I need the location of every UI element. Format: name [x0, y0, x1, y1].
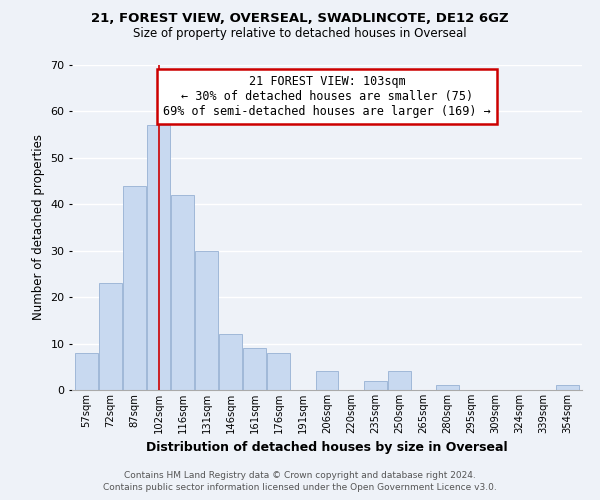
Bar: [147, 126, 170, 390]
Bar: [195, 250, 218, 390]
Bar: [220, 334, 242, 390]
X-axis label: Distribution of detached houses by size in Overseal: Distribution of detached houses by size …: [146, 442, 508, 454]
Bar: [556, 386, 579, 390]
Text: 21, FOREST VIEW, OVERSEAL, SWADLINCOTE, DE12 6GZ: 21, FOREST VIEW, OVERSEAL, SWADLINCOTE, …: [91, 12, 509, 26]
Text: Size of property relative to detached houses in Overseal: Size of property relative to detached ho…: [133, 28, 467, 40]
Bar: [268, 353, 290, 390]
Text: 21 FOREST VIEW: 103sqm
← 30% of detached houses are smaller (75)
69% of semi-det: 21 FOREST VIEW: 103sqm ← 30% of detached…: [163, 74, 491, 118]
Text: Contains HM Land Registry data © Crown copyright and database right 2024.: Contains HM Land Registry data © Crown c…: [124, 471, 476, 480]
Bar: [316, 372, 338, 390]
Bar: [171, 195, 194, 390]
Bar: [388, 372, 410, 390]
Bar: [123, 186, 146, 390]
Text: Contains public sector information licensed under the Open Government Licence v3: Contains public sector information licen…: [103, 484, 497, 492]
Bar: [244, 348, 266, 390]
Bar: [364, 380, 386, 390]
Bar: [99, 283, 122, 390]
Bar: [436, 386, 459, 390]
Y-axis label: Number of detached properties: Number of detached properties: [32, 134, 44, 320]
Bar: [75, 353, 98, 390]
